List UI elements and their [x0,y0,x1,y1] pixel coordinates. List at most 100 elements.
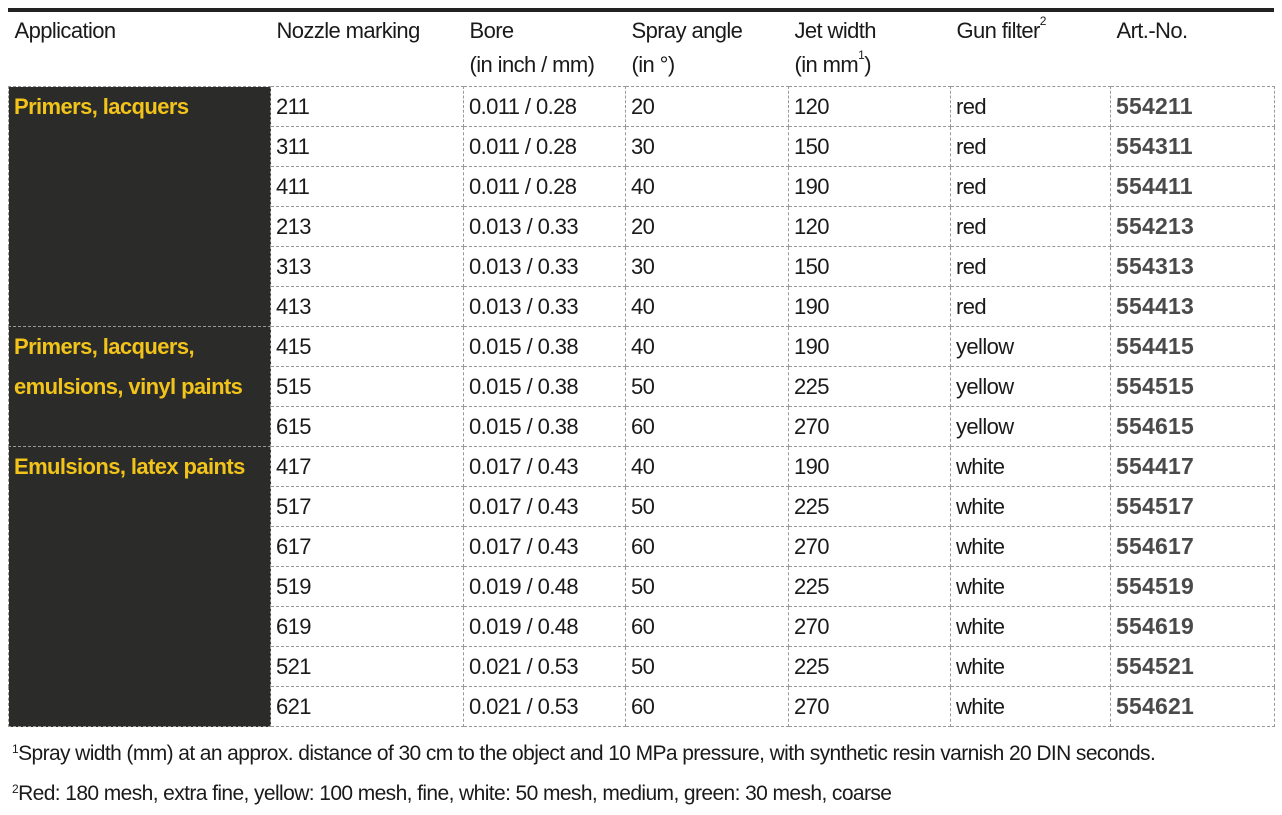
header-sublabel: (in inch / mm) [469,52,595,77]
jet-width-cell: 190 [788,286,951,327]
gun-filter-cell: red [950,86,1111,127]
footnote-text: Spray width (mm) at an approx. distance … [18,742,1156,765]
spray-angle-cell: 40 [625,326,789,367]
bore-cell: 0.017 / 0.43 [463,486,626,527]
jet-width-cell: 150 [788,126,951,167]
nozzle-marking-cell: 515 [270,366,464,407]
nozzle-marking-cell: 417 [270,446,464,487]
jet-width-cell: 270 [788,686,951,727]
bore-cell: 0.017 / 0.43 [463,526,626,567]
art-no-cell: 554415 [1110,326,1275,367]
art-no-cell: 554213 [1110,206,1275,247]
nozzle-marking-cell: 213 [270,206,464,247]
spray-angle-cell: 50 [625,366,789,407]
bore-cell: 0.015 / 0.38 [463,406,626,447]
table-row: 413 0.013 / 0.33 40 190 red 554413 [9,286,1275,327]
table-row: 411 0.011 / 0.28 40 190 red 554411 [9,166,1275,207]
art-no-cell: 554313 [1110,246,1275,287]
bore-cell: 0.015 / 0.38 [463,366,626,407]
art-no-cell: 554521 [1110,646,1275,687]
footnote-ref: 1 [858,48,865,62]
table-row: 617 0.017 / 0.43 60 270 white 554617 [9,526,1275,567]
nozzle-marking-cell: 311 [270,126,464,167]
bore-cell: 0.021 / 0.53 [463,686,626,727]
header-row: Application Nozzle marking Bore (in inch / … [9,12,1275,87]
table-row: 213 0.013 / 0.33 20 120 red 554213 [9,206,1275,247]
gun-filter-cell: red [950,206,1111,247]
gun-filter-cell: white [950,686,1111,727]
table-row: 311 0.011 / 0.28 30 150 red 554311 [9,126,1275,167]
table-row: Primers, lacquers 211 0.011 / 0.28 20 120 red… [8,86,1275,327]
footnote-1: 1Spray width (mm) at an approx. distance… [12,742,1156,766]
nozzle-marking-cell: 519 [270,566,464,607]
art-no-cell: 554617 [1110,526,1275,567]
jet-width-cell: 225 [788,646,951,687]
gun-filter-cell: red [950,286,1111,327]
nozzle-marking-cell: 615 [270,406,464,447]
gun-filter-cell: white [950,486,1111,527]
top-rule [8,8,1274,12]
header-label: Spray angle [631,18,743,43]
art-no-cell: 554211 [1110,86,1275,127]
gun-filter-cell: white [950,646,1111,687]
table-row: 615 0.015 / 0.38 60 270 yellow 554615 [9,406,1275,447]
header-label: Bore [469,18,515,43]
jet-width-cell: 270 [788,406,951,447]
bore-cell: 0.021 / 0.53 [463,646,626,687]
table-row: 621 0.021 / 0.53 60 270 white 554621 [9,686,1275,727]
spray-angle-cell: 30 [625,246,789,287]
gun-filter-cell: red [950,246,1111,287]
bore-cell: 0.019 / 0.48 [463,566,626,607]
header-spray-angle: Spray angle (in °) [626,12,789,87]
header-label: Nozzle marking [276,18,421,43]
jet-width-cell: 225 [788,566,951,607]
gun-filter-cell: white [950,606,1111,647]
nozzle-marking-cell: 619 [270,606,464,647]
gun-filter-cell: yellow [950,406,1111,447]
header-art-no: Art.-No. [1111,12,1275,87]
footnote-mark: 2 [12,782,19,796]
header-application: Application [9,12,271,87]
bore-cell: 0.011 / 0.28 [463,126,626,167]
footnote-ref: 2 [1039,14,1047,28]
jet-width-cell: 150 [788,246,951,287]
art-no-cell: 554621 [1110,686,1275,727]
application-cell: Primers, lacquers [8,86,271,327]
art-no-cell: 554517 [1110,486,1275,527]
spray-angle-cell: 50 [625,566,789,607]
bore-cell: 0.013 / 0.33 [463,286,626,327]
spray-angle-cell: 50 [625,486,789,527]
header-jet-width: Jet width (in mm1) [789,12,951,87]
nozzle-marking-cell: 517 [270,486,464,527]
jet-width-cell: 190 [788,166,951,207]
jet-width-cell: 225 [788,486,951,527]
nozzle-marking-cell: 617 [270,526,464,567]
application-cell: Primers, lacquers, emulsions, vinyl pain… [8,326,271,447]
header-label: Jet width [794,18,877,43]
spray-angle-cell: 40 [625,446,789,487]
bore-cell: 0.019 / 0.48 [463,606,626,647]
spray-angle-cell: 60 [625,606,789,647]
header-sublabel: (in °) [631,52,676,77]
spray-angle-cell: 60 [625,406,789,447]
jet-width-cell: 120 [788,206,951,247]
footnote-text: Red: 180 mesh, extra fine, yellow: 100 m… [18,782,892,805]
gun-filter-cell: yellow [950,366,1111,407]
nozzle-marking-cell: 411 [270,166,464,207]
jet-width-cell: 270 [788,526,951,567]
footnote-mark: 1 [12,742,19,756]
spray-angle-cell: 40 [625,286,789,327]
table-row: Emulsions, latex paints 417 0.017 / 0.43 40… [8,446,1275,727]
art-no-cell: 554311 [1110,126,1275,167]
nozzle-marking-cell: 211 [270,86,464,127]
bore-cell: 0.011 / 0.28 [463,86,626,127]
nozzle-marking-cell: 313 [270,246,464,287]
nozzle-marking-cell: 415 [270,326,464,367]
art-no-cell: 554519 [1110,566,1275,607]
jet-width-cell: 225 [788,366,951,407]
bore-cell: 0.013 / 0.33 [463,246,626,287]
spray-angle-cell: 40 [625,166,789,207]
bore-cell: 0.013 / 0.33 [463,206,626,247]
header-gun-filter: Gun filter2 [951,12,1111,87]
gun-filter-cell: white [950,566,1111,607]
